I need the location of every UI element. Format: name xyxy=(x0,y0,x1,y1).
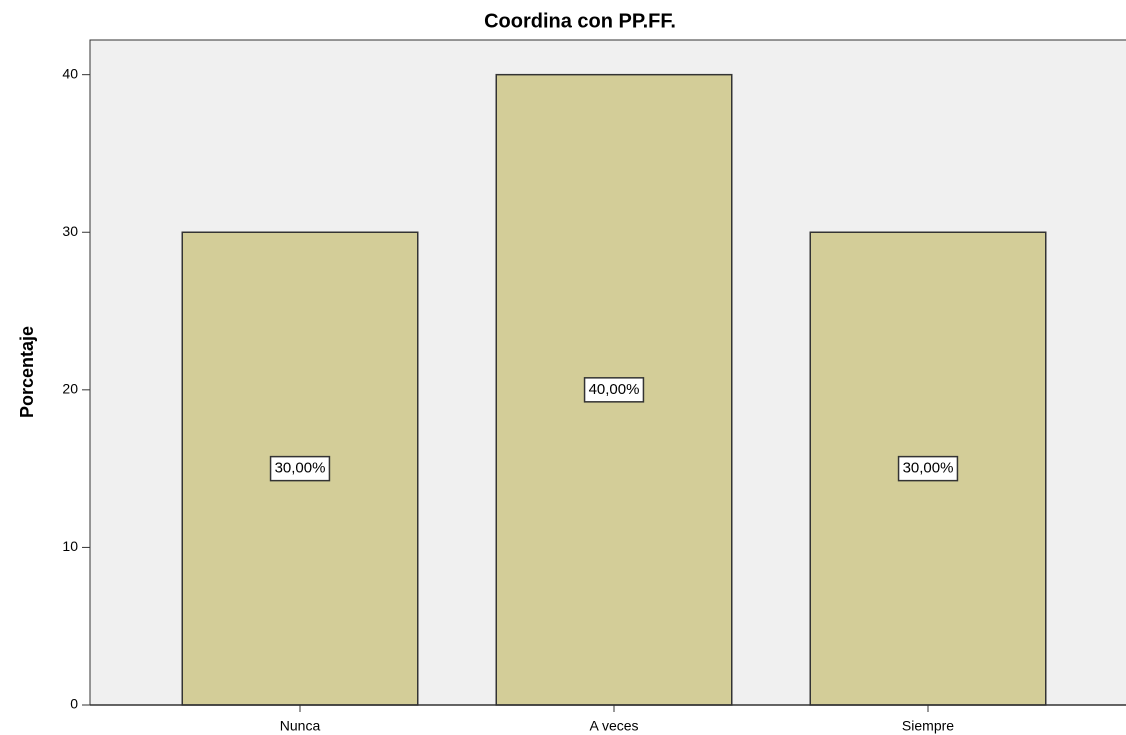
value-label: 30,00% xyxy=(275,460,326,477)
y-tick-label: 10 xyxy=(62,538,78,554)
value-label: 30,00% xyxy=(903,460,954,477)
value-label-box xyxy=(583,377,645,403)
y-tick-label: 30 xyxy=(62,223,78,239)
y-axis-label: Porcentaje xyxy=(17,326,37,418)
y-tick-label: 20 xyxy=(62,381,78,397)
x-tick-label: Nunca xyxy=(280,718,321,734)
y-tick-label: 40 xyxy=(62,65,78,81)
value-label-box xyxy=(269,455,331,482)
x-tick-label: Siempre xyxy=(902,718,954,734)
y-tick-label: 0 xyxy=(70,696,78,712)
x-tick-label: A veces xyxy=(589,718,638,734)
value-label-box xyxy=(897,455,959,482)
value-label: 40,00% xyxy=(589,381,640,398)
chart-title: Coordina con PP.FF. xyxy=(484,10,676,32)
